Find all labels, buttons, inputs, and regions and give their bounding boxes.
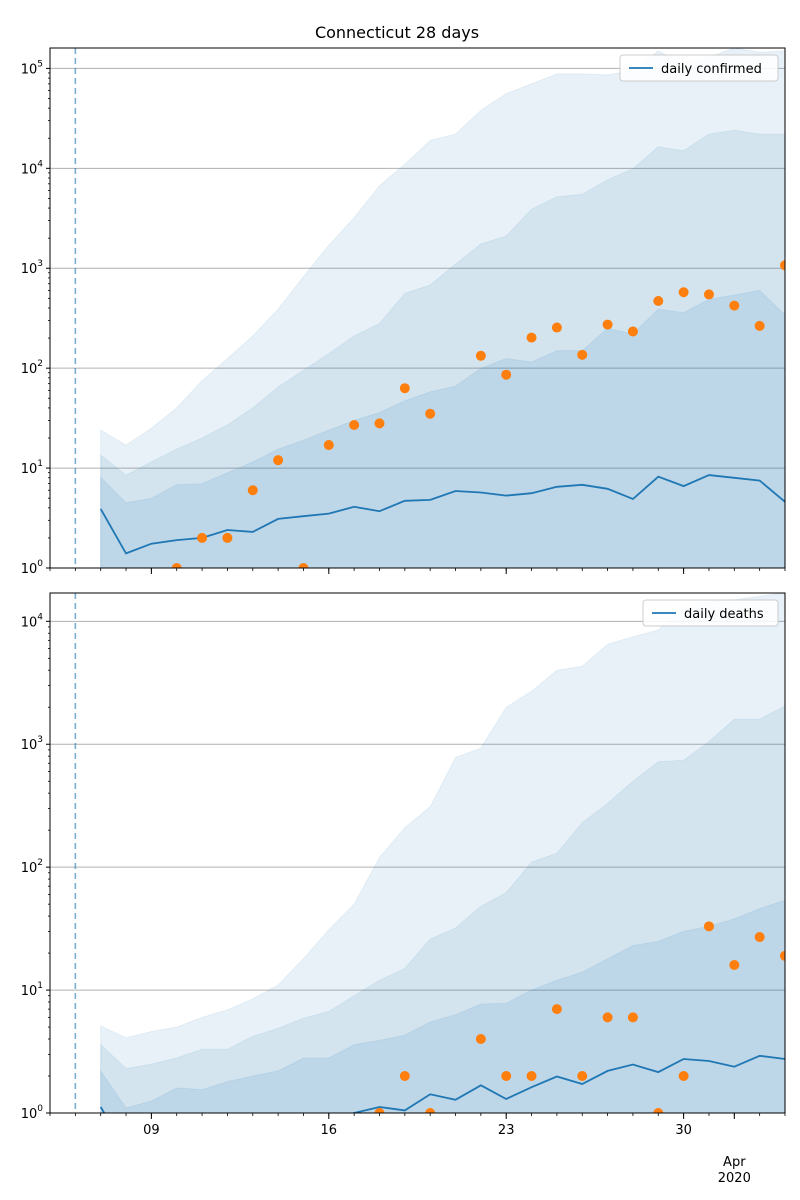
- chart-title: Connecticut 28 days: [315, 23, 479, 42]
- observed-point: [425, 408, 436, 419]
- ytick-label: 101: [21, 459, 43, 477]
- xtick-label: 09: [143, 1123, 160, 1138]
- ytick-label: 104: [21, 612, 44, 630]
- observed-point: [602, 319, 613, 330]
- legend-label: daily confirmed: [661, 62, 762, 77]
- observed-point: [374, 1108, 385, 1113]
- credible-band-0: [100, 899, 785, 1113]
- ytick-label: 102: [21, 858, 43, 876]
- observed-point: [678, 1070, 689, 1081]
- observed-point: [577, 349, 588, 360]
- observed-point: [501, 369, 512, 380]
- observed-point: [653, 1108, 664, 1113]
- legend-label: daily deaths: [684, 607, 764, 622]
- observed-point: [374, 418, 385, 429]
- observed-point: [754, 320, 765, 331]
- observed-point: [323, 440, 334, 451]
- observed-point: [425, 1108, 436, 1113]
- plot-frame: [49, 592, 786, 1114]
- credible-band-1: [100, 705, 785, 1113]
- observed-point: [222, 532, 233, 543]
- observed-point: [703, 921, 714, 932]
- observed-point: [729, 959, 740, 970]
- observed-point: [703, 289, 714, 300]
- observed-point: [475, 350, 486, 361]
- observed-point: [602, 1012, 613, 1023]
- ytick-label: 101: [21, 981, 43, 999]
- ytick-label: 104: [21, 159, 44, 177]
- xtick-label: 30: [675, 1123, 692, 1138]
- median-line: [99, 1054, 785, 1113]
- plot-area: [74, 48, 785, 568]
- credible-band-1: [100, 129, 785, 568]
- observed-point: [475, 1033, 486, 1044]
- observed-point: [780, 260, 785, 271]
- ytick-label: 105: [21, 59, 43, 77]
- median-line: [99, 474, 785, 555]
- ytick-label: 102: [21, 359, 43, 377]
- credible-band-2: [100, 593, 785, 1113]
- plot-area: [74, 593, 785, 1113]
- observed-point: [399, 383, 410, 394]
- observed-point: [399, 1070, 410, 1081]
- legend-box: [619, 54, 779, 82]
- xtick-year-label: 2020: [718, 1171, 751, 1186]
- observed-point: [780, 950, 785, 961]
- observed-point: [729, 300, 740, 311]
- observed-point: [247, 485, 258, 496]
- observed-point: [171, 563, 182, 568]
- ytick-label: 100: [21, 1104, 44, 1122]
- ytick-label: 103: [21, 735, 43, 753]
- observed-point: [526, 1070, 537, 1081]
- observed-point: [298, 563, 309, 568]
- deaths-panel: 100 101 102 103 104 daily deaths: [21, 592, 786, 1122]
- observed-point: [501, 1070, 512, 1081]
- observed-point: [551, 1004, 562, 1015]
- observed-point: [627, 326, 638, 337]
- observed-point: [197, 532, 208, 543]
- observed-point: [551, 322, 562, 333]
- ytick-label: 100: [21, 559, 44, 577]
- observed-point: [627, 1012, 638, 1023]
- observed-point: [526, 332, 537, 343]
- observed-point: [577, 1070, 588, 1081]
- plot-frame: [49, 47, 786, 569]
- observed-point: [273, 455, 284, 466]
- credible-band-0: [100, 289, 785, 568]
- confirmed-panel: 100 101 102 103 104 105 daily confirmed: [21, 47, 786, 577]
- xtick-month-label: Apr: [723, 1155, 746, 1170]
- xtick-label: 16: [321, 1123, 338, 1138]
- ytick-label: 103: [21, 259, 43, 277]
- xtick-label: 23: [498, 1123, 515, 1138]
- legend-box: [642, 599, 779, 627]
- observed-point: [349, 419, 360, 430]
- observed-point: [754, 932, 765, 943]
- observed-point: [678, 287, 689, 298]
- observed-point: [653, 296, 664, 307]
- credible-band-2: [100, 48, 785, 568]
